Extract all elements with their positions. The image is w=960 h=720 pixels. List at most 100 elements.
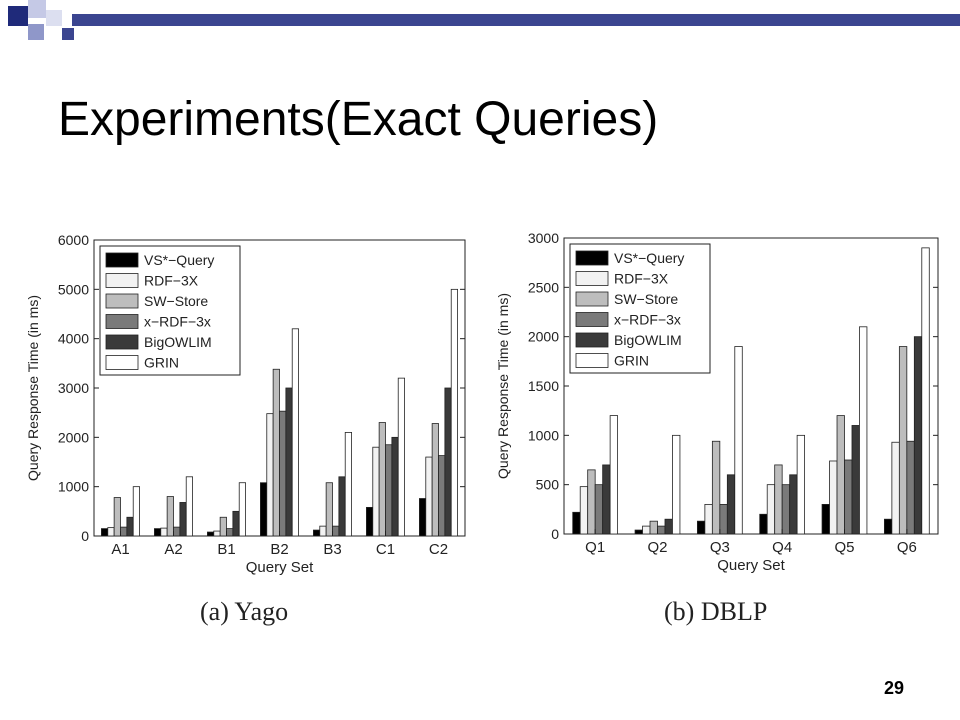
dblp-bar	[594, 484, 604, 535]
yago-bar	[260, 482, 268, 537]
dblp-bar	[859, 326, 868, 535]
dblp-bar	[572, 511, 581, 535]
yago-bar	[101, 528, 109, 537]
dblp-bar	[602, 464, 611, 535]
yago-legend-box	[99, 245, 241, 376]
dblp-bar	[774, 464, 783, 535]
yago-bar	[391, 436, 399, 537]
dblp-bar	[657, 525, 666, 535]
dblp-bar	[587, 469, 596, 535]
yago-legend-swatch	[105, 252, 139, 268]
dblp-bar	[642, 525, 651, 535]
chart-yago-svg: 0 1000 2000 3000 4000 5000 6000 A1 A2 B1 B2 B3 C1 C2 Q…	[25, 232, 466, 576]
dblp-bar	[891, 441, 900, 535]
slide-title: Experiments(Exact Queries)	[58, 93, 659, 146]
yago-bar	[232, 510, 240, 537]
dblp-legend-swatch	[575, 250, 609, 266]
dblp-ytick-label: 2000	[528, 329, 559, 345]
dblp-ytick-label: 1000	[528, 427, 559, 443]
deco-square-light	[28, 0, 46, 18]
yago-bar	[397, 377, 405, 537]
dblp-bar	[921, 247, 930, 535]
dblp-bar	[664, 518, 673, 535]
dblp-bar	[906, 440, 915, 535]
yago-bar	[425, 456, 433, 537]
dblp-legend-swatch	[575, 271, 609, 286]
dblp-bar	[579, 486, 589, 535]
page-number: 29	[883, 678, 904, 698]
yago-bar	[385, 444, 393, 537]
chart-dblp: 0 500 1000 1500 2000 2500 3000 Q1 Q2 Q3 Q4 Q5 Q6 Quer…	[490, 228, 945, 588]
dblp-legend-swatch	[575, 353, 609, 368]
yago-bar	[266, 413, 274, 537]
yago-xtick-label: B2	[270, 541, 288, 558]
yago-legend-label: BigOWLIM	[144, 334, 212, 350]
yago-bar	[126, 516, 134, 537]
yago-ytick-label: 2000	[58, 429, 89, 445]
chart-dblp-svg: 0 500 1000 1500 2000 2500 3000 Q1 Q2 Q3 Q4 Q5 Q6 Quer…	[495, 230, 939, 574]
dblp-xtick-label: Q5	[834, 539, 854, 556]
yago-bar	[179, 502, 187, 537]
dblp-bar	[844, 459, 853, 535]
dblp-bar	[609, 415, 619, 535]
yago-legend-label: VS*−Query	[144, 252, 214, 268]
yago-ytick-label: 0	[81, 528, 89, 544]
dblp-xtick-label: Q1	[585, 539, 605, 556]
corner-decoration	[0, 0, 80, 60]
dblp-bar	[898, 346, 908, 535]
yago-bar	[444, 387, 452, 537]
dblp-legend-label: VS*−Query	[614, 250, 684, 266]
dblp-bar	[821, 503, 830, 535]
yago-bar	[219, 516, 227, 537]
yago-ytick-label: 6000	[58, 232, 89, 248]
yago-bar	[332, 525, 340, 537]
dblp-ytick-label: 500	[536, 477, 560, 493]
dblp-bar	[734, 346, 743, 535]
yago-bar	[173, 526, 181, 537]
deco-square-small	[62, 28, 74, 40]
caption-dblp-label: (b)	[664, 597, 695, 626]
yago-bar	[238, 482, 246, 537]
dblp-bar	[759, 513, 768, 535]
deco-square-mid	[28, 24, 44, 40]
yago-xtick-label: C1	[376, 541, 395, 558]
dblp-bar	[704, 503, 713, 535]
dblp-legend-label: x−RDF−3x	[614, 312, 681, 328]
dblp-bar	[789, 474, 798, 535]
dblp-ytick-label: 1500	[528, 378, 559, 394]
dblp-bar	[711, 440, 721, 535]
yago-bar	[120, 526, 128, 537]
yago-legend-label: SW−Store	[144, 293, 208, 309]
yago-bar	[272, 368, 280, 537]
dblp-ytick-label: 2500	[528, 279, 559, 295]
yago-bar	[185, 476, 193, 537]
dblp-legend-swatch	[575, 332, 609, 348]
yago-ytick-label: 3000	[58, 380, 89, 396]
yago-bar	[313, 529, 321, 537]
yago-bar	[107, 527, 115, 537]
yago-bar	[154, 528, 162, 537]
dblp-ytick-label: 3000	[528, 230, 559, 246]
dblp-ytick-label: 0	[551, 526, 559, 542]
dblp-bar	[913, 336, 923, 535]
deco-square-dark	[8, 6, 28, 26]
yago-legend-swatch	[105, 355, 139, 370]
yago-bar	[285, 387, 293, 537]
yago-bar	[450, 288, 458, 537]
yago-ytick-label: 1000	[58, 479, 89, 495]
yago-bar	[166, 496, 174, 537]
dblp-bar	[726, 474, 736, 535]
dblp-bar	[836, 415, 845, 535]
yago-xtick-label: B3	[323, 541, 341, 558]
yago-bar	[372, 446, 380, 537]
yago-bar	[132, 486, 140, 537]
dblp-xtick-label: Q2	[647, 539, 667, 556]
yago-bar	[279, 410, 287, 537]
dblp-legend-label: SW−Store	[614, 291, 678, 307]
dblp-xtick-label: Q3	[710, 539, 730, 556]
dblp-bar	[883, 518, 893, 535]
yago-bar	[378, 422, 386, 537]
yago-legend-label: GRIN	[144, 355, 179, 371]
yago-bar	[291, 328, 299, 537]
yago-yaxis-label: Query Response Time (in ms)	[25, 295, 41, 481]
